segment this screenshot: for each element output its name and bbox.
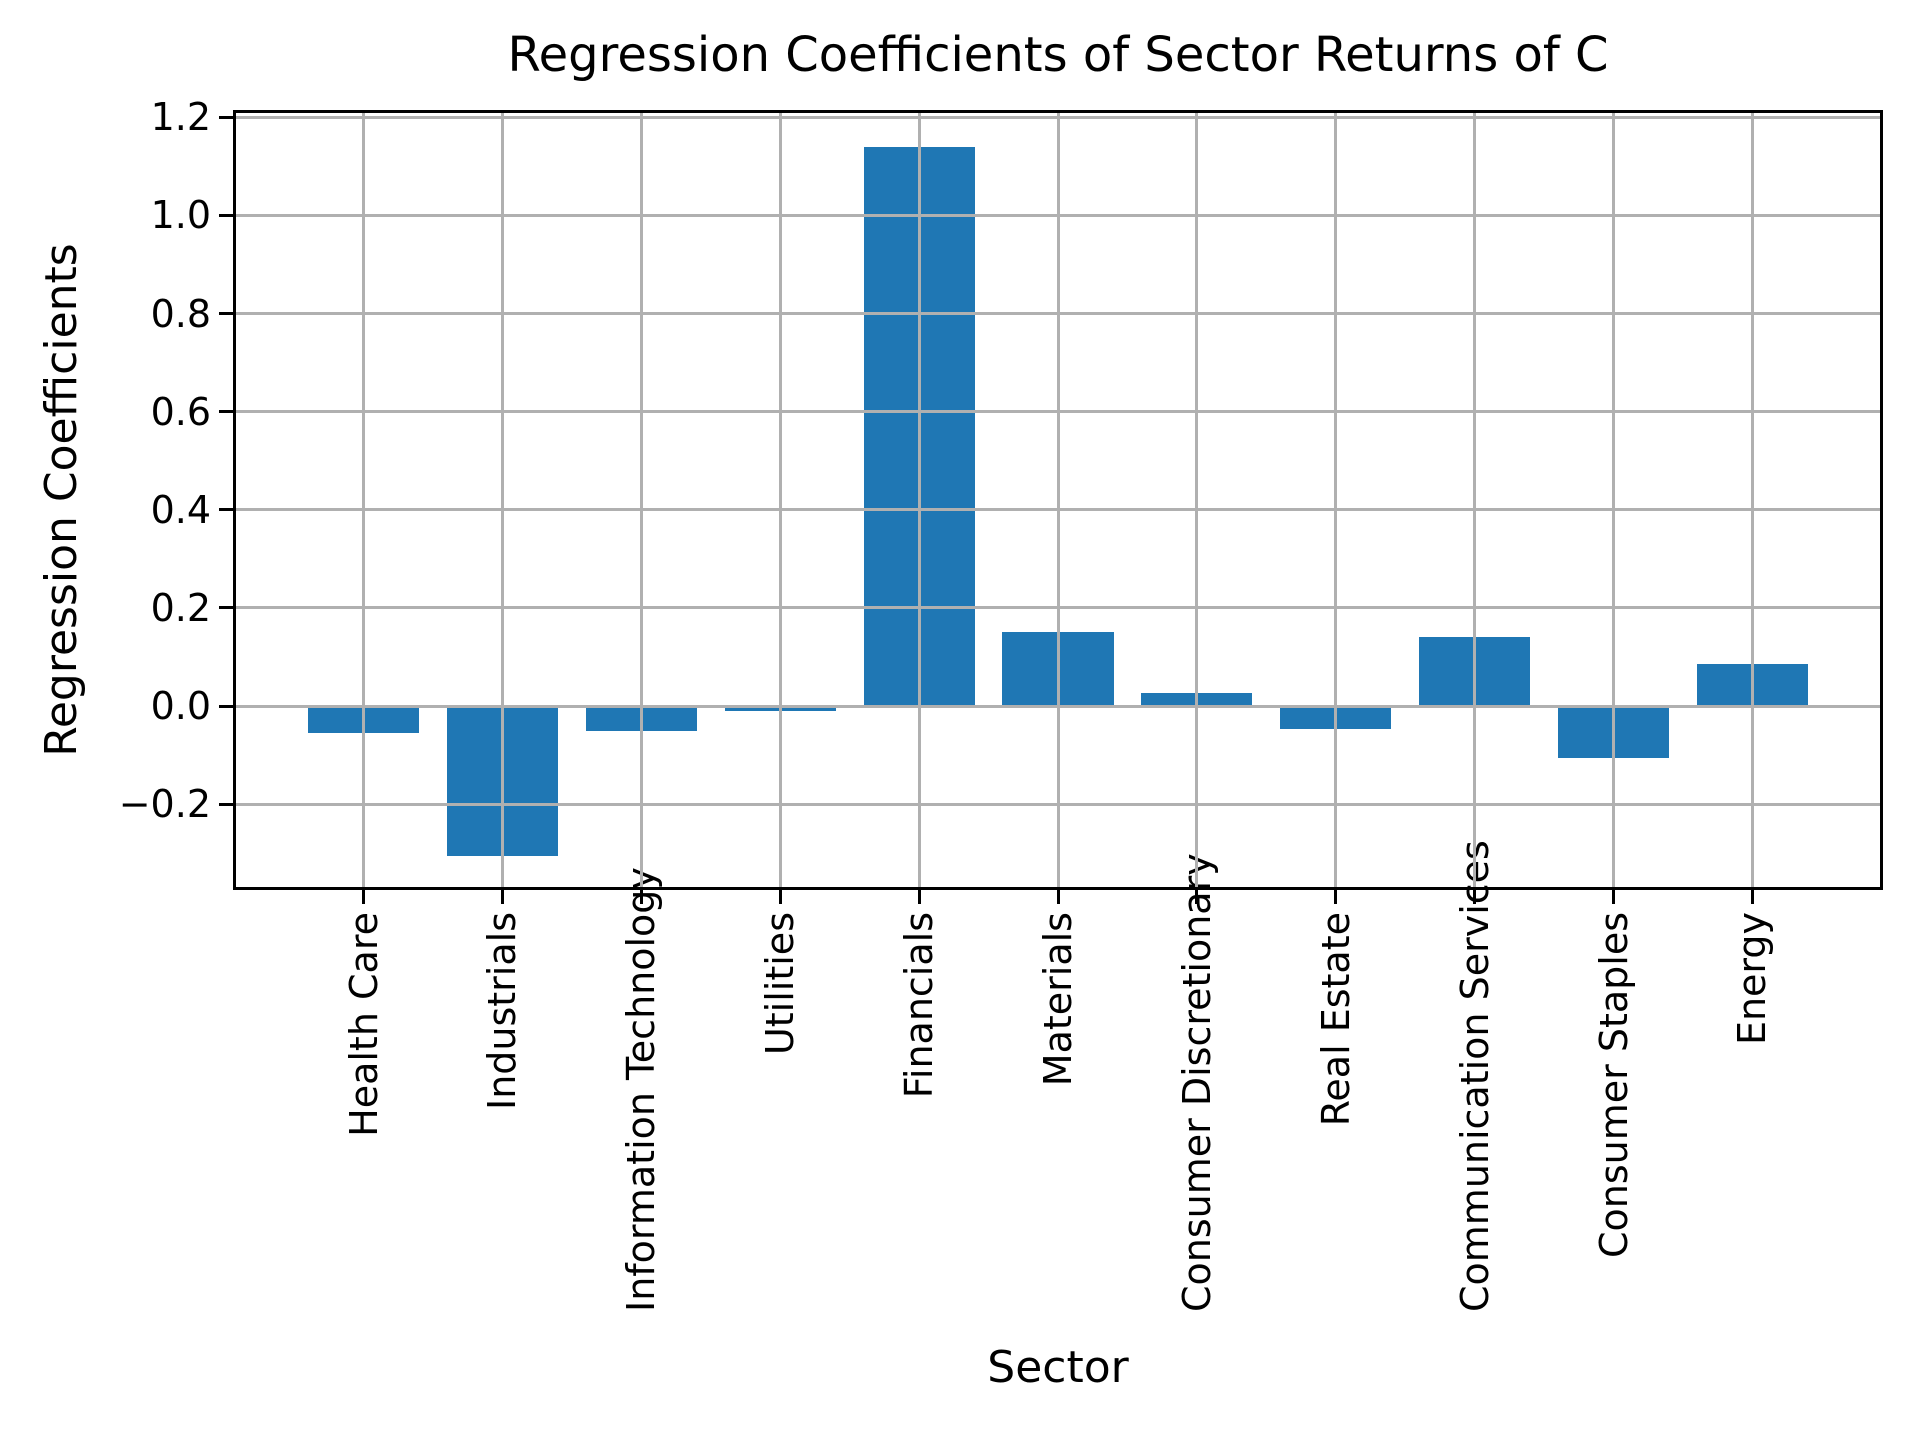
- x-tick: [778, 890, 782, 904]
- y-tick-label: 0.2: [150, 585, 211, 630]
- gridline-v: [778, 110, 782, 890]
- gridline-v: [1195, 110, 1199, 890]
- y-tick-label: 0.8: [150, 291, 211, 336]
- y-tick: [219, 802, 233, 806]
- gridline-v: [500, 110, 504, 890]
- y-tick: [219, 704, 233, 708]
- x-tick-label: Real Estate: [1313, 912, 1358, 1127]
- y-tick-label: 1.2: [150, 95, 211, 140]
- x-tick: [1056, 890, 1060, 904]
- x-tick: [500, 890, 504, 904]
- gridline-v: [1334, 110, 1338, 890]
- gridline-v: [1473, 110, 1477, 890]
- y-tick: [219, 410, 233, 414]
- x-tick: [1473, 890, 1477, 904]
- y-tick-label: 0.6: [150, 389, 211, 434]
- gridline-v: [1612, 110, 1616, 890]
- chart-title: Regression Coefficients of Sector Return…: [507, 27, 1609, 83]
- x-tick: [1334, 890, 1338, 904]
- y-tick-label: 0.0: [150, 684, 211, 729]
- x-tick-label: Industrials: [480, 912, 525, 1111]
- x-tick: [639, 890, 643, 904]
- y-tick: [219, 115, 233, 119]
- gridline-v: [1750, 110, 1754, 890]
- y-tick: [219, 606, 233, 610]
- x-tick: [1612, 890, 1616, 904]
- y-tick-label: 1.0: [150, 193, 211, 238]
- x-tick: [917, 890, 921, 904]
- y-tick: [219, 312, 233, 316]
- x-tick: [362, 890, 366, 904]
- x-tick-label: Health Care: [341, 912, 386, 1137]
- x-tick-label: Materials: [1036, 912, 1080, 1087]
- x-tick-label: Information Technology: [619, 867, 664, 1312]
- x-tick-label: Utilities: [758, 912, 803, 1056]
- gridline-v: [639, 110, 643, 890]
- x-tick-label: Consumer Discretionary: [1174, 853, 1219, 1312]
- y-tick-label: 0.4: [150, 487, 211, 532]
- x-tick: [1750, 890, 1754, 904]
- x-tick: [1195, 890, 1199, 904]
- y-tick: [219, 508, 233, 512]
- y-tick: [219, 213, 233, 217]
- x-tick-label: Consumer Staples: [1591, 912, 1636, 1259]
- x-tick-label: Financials: [897, 912, 942, 1099]
- plot-area: [233, 110, 1883, 890]
- y-tick-label: −0.2: [118, 782, 211, 827]
- x-axis-label: Sector: [987, 1342, 1129, 1393]
- gridline-v: [362, 110, 366, 890]
- x-tick-label: Communication Services: [1452, 840, 1497, 1312]
- gridline-v: [1056, 110, 1060, 890]
- gridline-v: [917, 110, 921, 890]
- x-tick-label: Energy: [1730, 912, 1775, 1046]
